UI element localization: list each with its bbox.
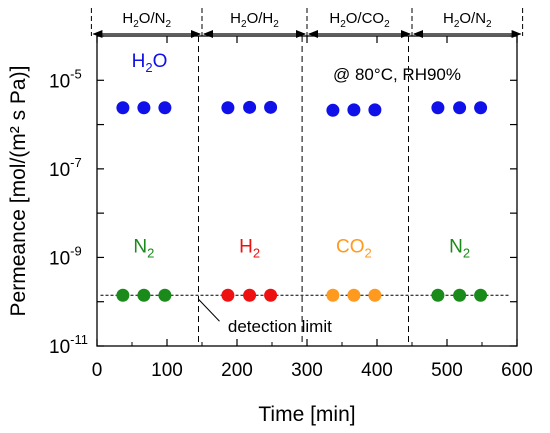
x-tick-label: 100 bbox=[151, 360, 183, 381]
series-labels: H2O N2 H2 CO2 N2 bbox=[132, 51, 470, 260]
conditions-annotation: @ 80°C, RH90% bbox=[333, 65, 461, 84]
data-point bbox=[221, 288, 235, 302]
data-point bbox=[347, 288, 361, 302]
series-label: CO2 bbox=[336, 236, 372, 260]
segment-label: H2O/CO2 bbox=[329, 10, 390, 30]
y-tick-label: 10-7 bbox=[49, 155, 82, 181]
data-point bbox=[137, 101, 151, 115]
y-tick-label: 10-9 bbox=[49, 243, 82, 269]
x-tick-label: 0 bbox=[92, 360, 103, 381]
y-tick-label: 10-11 bbox=[49, 332, 88, 358]
data-point bbox=[326, 103, 340, 117]
detection-limit-label: detection limit bbox=[228, 317, 332, 336]
x-tick-label: 300 bbox=[291, 360, 323, 381]
gas-segments: H2O/N2 H2O/H2 H2O/CO2 H2O/N2 bbox=[90, 8, 524, 346]
data-point bbox=[347, 103, 361, 117]
data-point bbox=[326, 288, 340, 302]
data-point bbox=[474, 101, 488, 115]
segment-label: H2O/N2 bbox=[122, 10, 171, 30]
series-label: H2 bbox=[239, 236, 260, 260]
segment-label: H2O/H2 bbox=[230, 10, 279, 30]
data-point bbox=[368, 288, 382, 302]
series-label: N2 bbox=[133, 236, 154, 260]
data-point bbox=[243, 288, 257, 302]
data-point bbox=[431, 101, 445, 115]
data-point bbox=[453, 288, 467, 302]
data-point bbox=[137, 288, 151, 302]
data-point bbox=[116, 288, 130, 302]
x-tick-label: 600 bbox=[501, 360, 533, 381]
data-points bbox=[116, 100, 488, 302]
data-point bbox=[431, 288, 445, 302]
data-point bbox=[158, 101, 172, 115]
data-point bbox=[453, 101, 467, 115]
data-point bbox=[474, 288, 488, 302]
data-point bbox=[368, 103, 382, 117]
x-tick-label: 500 bbox=[431, 360, 463, 381]
series-label: H2O bbox=[132, 51, 168, 75]
data-point bbox=[116, 101, 130, 115]
data-point bbox=[264, 100, 278, 114]
detection-limit-group: detection limit bbox=[100, 294, 510, 336]
data-point bbox=[243, 100, 257, 114]
detection-limit-pointer bbox=[198, 298, 220, 322]
axes: 0 100 200 300 400 500 600 10-11 10-9 10-7 10-5 bbox=[49, 35, 533, 381]
x-axis-title: Time [min] bbox=[258, 403, 355, 426]
x-tick-label: 400 bbox=[361, 360, 393, 381]
series-label: N2 bbox=[449, 236, 470, 260]
x-tick-label: 200 bbox=[221, 360, 253, 381]
y-tick-label: 10-5 bbox=[49, 66, 82, 92]
data-point bbox=[221, 101, 235, 115]
y-axis-title: Permeance [mol/(m² s Pa)] bbox=[7, 66, 30, 317]
segment-label: H2O/N2 bbox=[443, 10, 492, 30]
data-point bbox=[264, 288, 278, 302]
data-point bbox=[158, 288, 172, 302]
